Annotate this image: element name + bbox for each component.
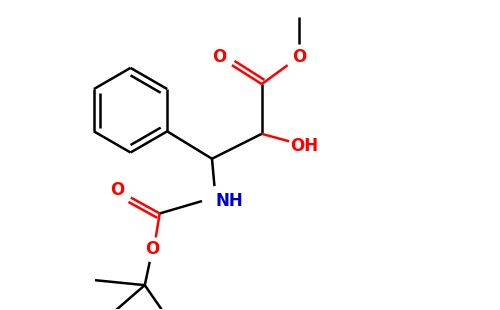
Text: O: O xyxy=(110,181,124,199)
Text: NH: NH xyxy=(216,192,244,210)
Text: OH: OH xyxy=(290,137,318,155)
Text: O: O xyxy=(212,48,226,66)
Text: O: O xyxy=(292,48,306,66)
Text: O: O xyxy=(145,240,160,258)
